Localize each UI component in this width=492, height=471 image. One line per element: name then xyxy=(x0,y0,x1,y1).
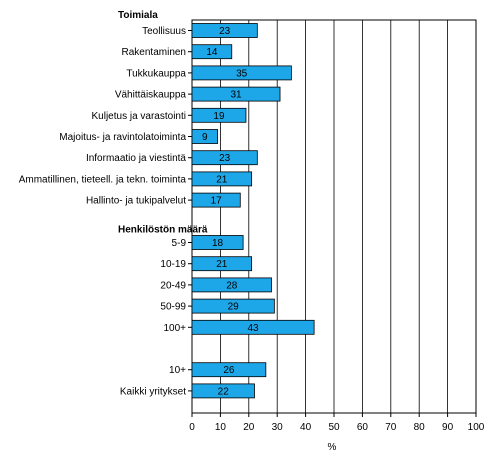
data-label: 28 xyxy=(226,280,238,291)
data-label: 18 xyxy=(212,238,224,249)
category-label: 20-49 xyxy=(160,280,186,291)
category-label: 10-19 xyxy=(160,259,186,270)
category-label: 100+ xyxy=(163,323,186,334)
data-label: 19 xyxy=(213,111,225,122)
category-label: Kaikki yritykset xyxy=(120,386,186,397)
category-label: Rakentaminen xyxy=(122,47,186,58)
category-label: Kuljetus ja varastointi xyxy=(92,111,187,122)
data-label: 22 xyxy=(218,386,230,397)
x-tick-label: 40 xyxy=(300,422,312,433)
category-label: Majoitus- ja ravintolatoiminta xyxy=(59,132,186,143)
x-tick-label: 100 xyxy=(468,422,485,433)
category-label: 5-9 xyxy=(172,238,187,249)
category-label: Hallinto- ja tukipalvelut xyxy=(86,196,186,207)
group-label: Henkilöstön määrä xyxy=(118,225,208,236)
x-tick-label: 60 xyxy=(357,422,369,433)
category-label: Tukkukauppa xyxy=(126,68,186,79)
data-label: 29 xyxy=(228,302,240,313)
data-label: 31 xyxy=(230,90,242,101)
category-label: Ammatillinen, tieteell. ja tekn. toimint… xyxy=(19,174,187,185)
x-tick-label: 20 xyxy=(243,422,255,433)
x-tick-label: 0 xyxy=(189,422,195,433)
data-label: 43 xyxy=(247,323,259,334)
data-label: 21 xyxy=(216,259,228,270)
category-labels: Toimiala Teollisuus Rakentaminen Tukkukaupp… xyxy=(19,10,208,397)
x-axis: 0 10 20 30 40 50 60 70 80 90 100 xyxy=(188,30,485,433)
x-axis-title: % xyxy=(328,442,337,453)
data-label: 14 xyxy=(206,47,218,58)
category-label: Vähittäiskauppa xyxy=(115,90,187,101)
x-tick-label: 10 xyxy=(215,422,227,433)
x-tick-label: 70 xyxy=(385,422,397,433)
category-label: Teollisuus xyxy=(142,26,186,37)
x-tick-label: 50 xyxy=(328,422,340,433)
data-label: 23 xyxy=(219,153,231,164)
category-label: 50-99 xyxy=(160,302,186,313)
category-label: Informaatio ja viestintä xyxy=(86,153,186,164)
x-tick-label: 80 xyxy=(414,422,426,433)
data-label: 9 xyxy=(202,132,208,143)
data-label: 17 xyxy=(211,196,223,207)
x-tick-label: 90 xyxy=(442,422,454,433)
category-label: 10+ xyxy=(169,365,186,376)
data-label: 26 xyxy=(223,365,235,376)
group-label: Toimiala xyxy=(118,10,158,21)
data-label: 21 xyxy=(216,174,228,185)
x-tick-label: 30 xyxy=(272,422,284,433)
data-label: 23 xyxy=(219,26,231,37)
data-label: 35 xyxy=(236,68,248,79)
